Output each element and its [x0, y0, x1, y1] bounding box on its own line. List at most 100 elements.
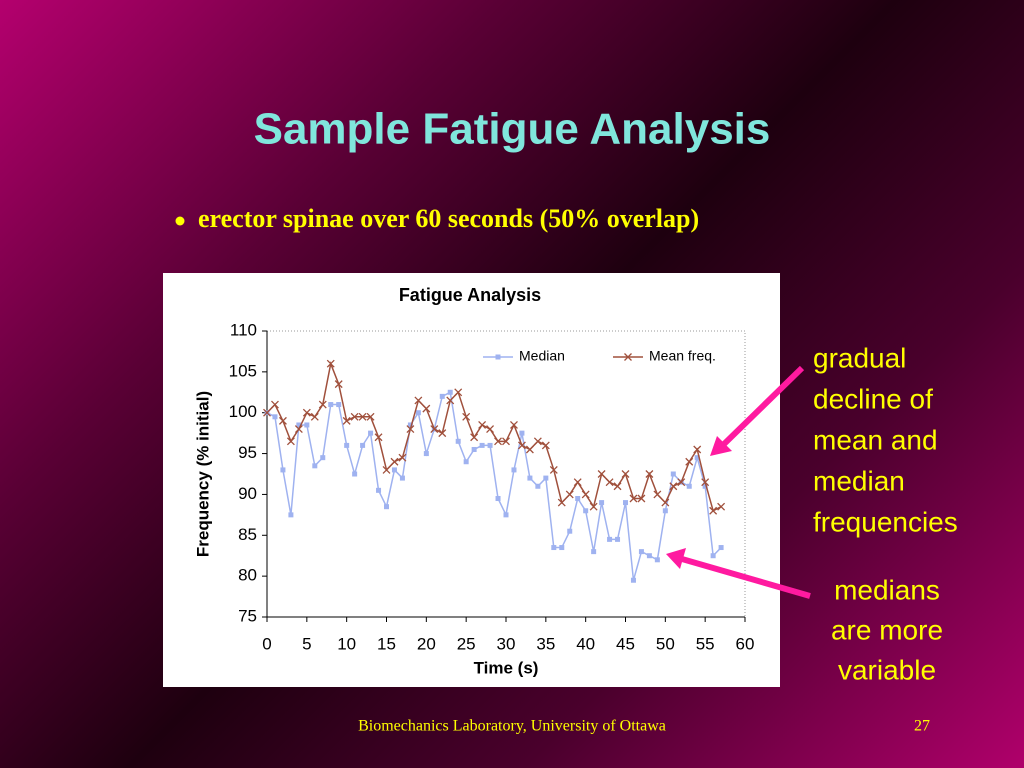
point [342, 416, 351, 425]
point [479, 442, 485, 448]
point [318, 400, 327, 409]
point [310, 412, 319, 421]
y-tick-label: 95 [238, 443, 257, 462]
point [358, 412, 367, 421]
point [278, 416, 287, 425]
point [415, 410, 421, 416]
x-tick-label: 15 [377, 634, 396, 653]
point [391, 467, 397, 473]
footer: Biomechanics Laboratory, University of O… [358, 718, 666, 735]
point [463, 459, 469, 465]
annotation-line: frequencies [813, 506, 958, 537]
point [263, 408, 271, 417]
point [304, 422, 310, 428]
point [399, 475, 405, 481]
annotation-line: variable [838, 654, 936, 685]
point [624, 353, 632, 361]
point [591, 549, 597, 555]
bullet-text: erector spinae over 60 seconds (50% over… [198, 204, 699, 233]
point [487, 442, 493, 448]
point [352, 471, 358, 477]
point [718, 545, 724, 551]
legend-label: Mean freq. [649, 348, 716, 364]
point [495, 354, 501, 360]
point [495, 496, 501, 502]
point [677, 478, 686, 487]
point [462, 412, 471, 421]
annotation-line: mean and [813, 424, 938, 455]
point [423, 451, 429, 457]
point [447, 389, 453, 395]
point [607, 536, 613, 542]
chart-area [163, 273, 780, 687]
point [519, 430, 525, 436]
point [637, 494, 646, 503]
x-tick-label: 55 [696, 634, 715, 653]
point [438, 429, 447, 438]
x-tick-label: 25 [457, 634, 476, 653]
x-tick-label: 45 [616, 634, 635, 653]
chart-title: Fatigue Analysis [399, 285, 541, 305]
x-tick-label: 60 [736, 634, 755, 653]
point [280, 467, 286, 473]
x-tick-label: 0 [262, 634, 271, 653]
point [360, 442, 366, 448]
point [288, 512, 294, 518]
point [669, 482, 678, 491]
point [366, 412, 375, 421]
point [328, 402, 334, 408]
point [502, 437, 510, 446]
y-tick-label: 110 [230, 320, 257, 339]
point [336, 402, 342, 408]
series-line [266, 361, 722, 512]
point [272, 414, 278, 420]
point [629, 494, 638, 503]
point [597, 470, 606, 478]
point [271, 400, 279, 409]
point [573, 478, 582, 487]
annotation-line: medians [834, 574, 940, 605]
point [312, 463, 318, 469]
point [286, 437, 295, 446]
point [486, 425, 495, 434]
point [693, 445, 702, 454]
point [294, 425, 303, 434]
point [326, 359, 335, 368]
point [470, 433, 479, 442]
point [517, 441, 526, 450]
point [646, 553, 652, 559]
point [541, 441, 550, 450]
point [686, 483, 692, 489]
point [581, 490, 590, 499]
point [320, 455, 326, 461]
x-tick-label: 5 [302, 634, 311, 653]
point [653, 490, 662, 499]
point [630, 577, 636, 583]
y-axis-label: Frequency (% initial) [193, 391, 212, 557]
point [439, 393, 445, 399]
point [503, 512, 509, 518]
point [374, 433, 383, 442]
point [638, 549, 644, 555]
point [422, 404, 431, 413]
y-tick-label: 90 [238, 484, 257, 503]
point [296, 422, 302, 428]
point [670, 471, 676, 477]
point [710, 553, 716, 559]
bullet-dot [175, 216, 185, 226]
point [430, 425, 439, 434]
point [384, 504, 389, 510]
point [551, 545, 557, 551]
point [350, 412, 359, 421]
series [264, 389, 724, 583]
point [376, 487, 382, 493]
point [621, 470, 630, 478]
annotation-line: are more [831, 614, 943, 645]
slide-title: Sample Fatigue Analysis [254, 105, 771, 154]
point [549, 465, 558, 474]
point [599, 500, 605, 506]
point [510, 421, 518, 429]
x-tick-label: 35 [536, 634, 555, 653]
point [557, 498, 566, 507]
